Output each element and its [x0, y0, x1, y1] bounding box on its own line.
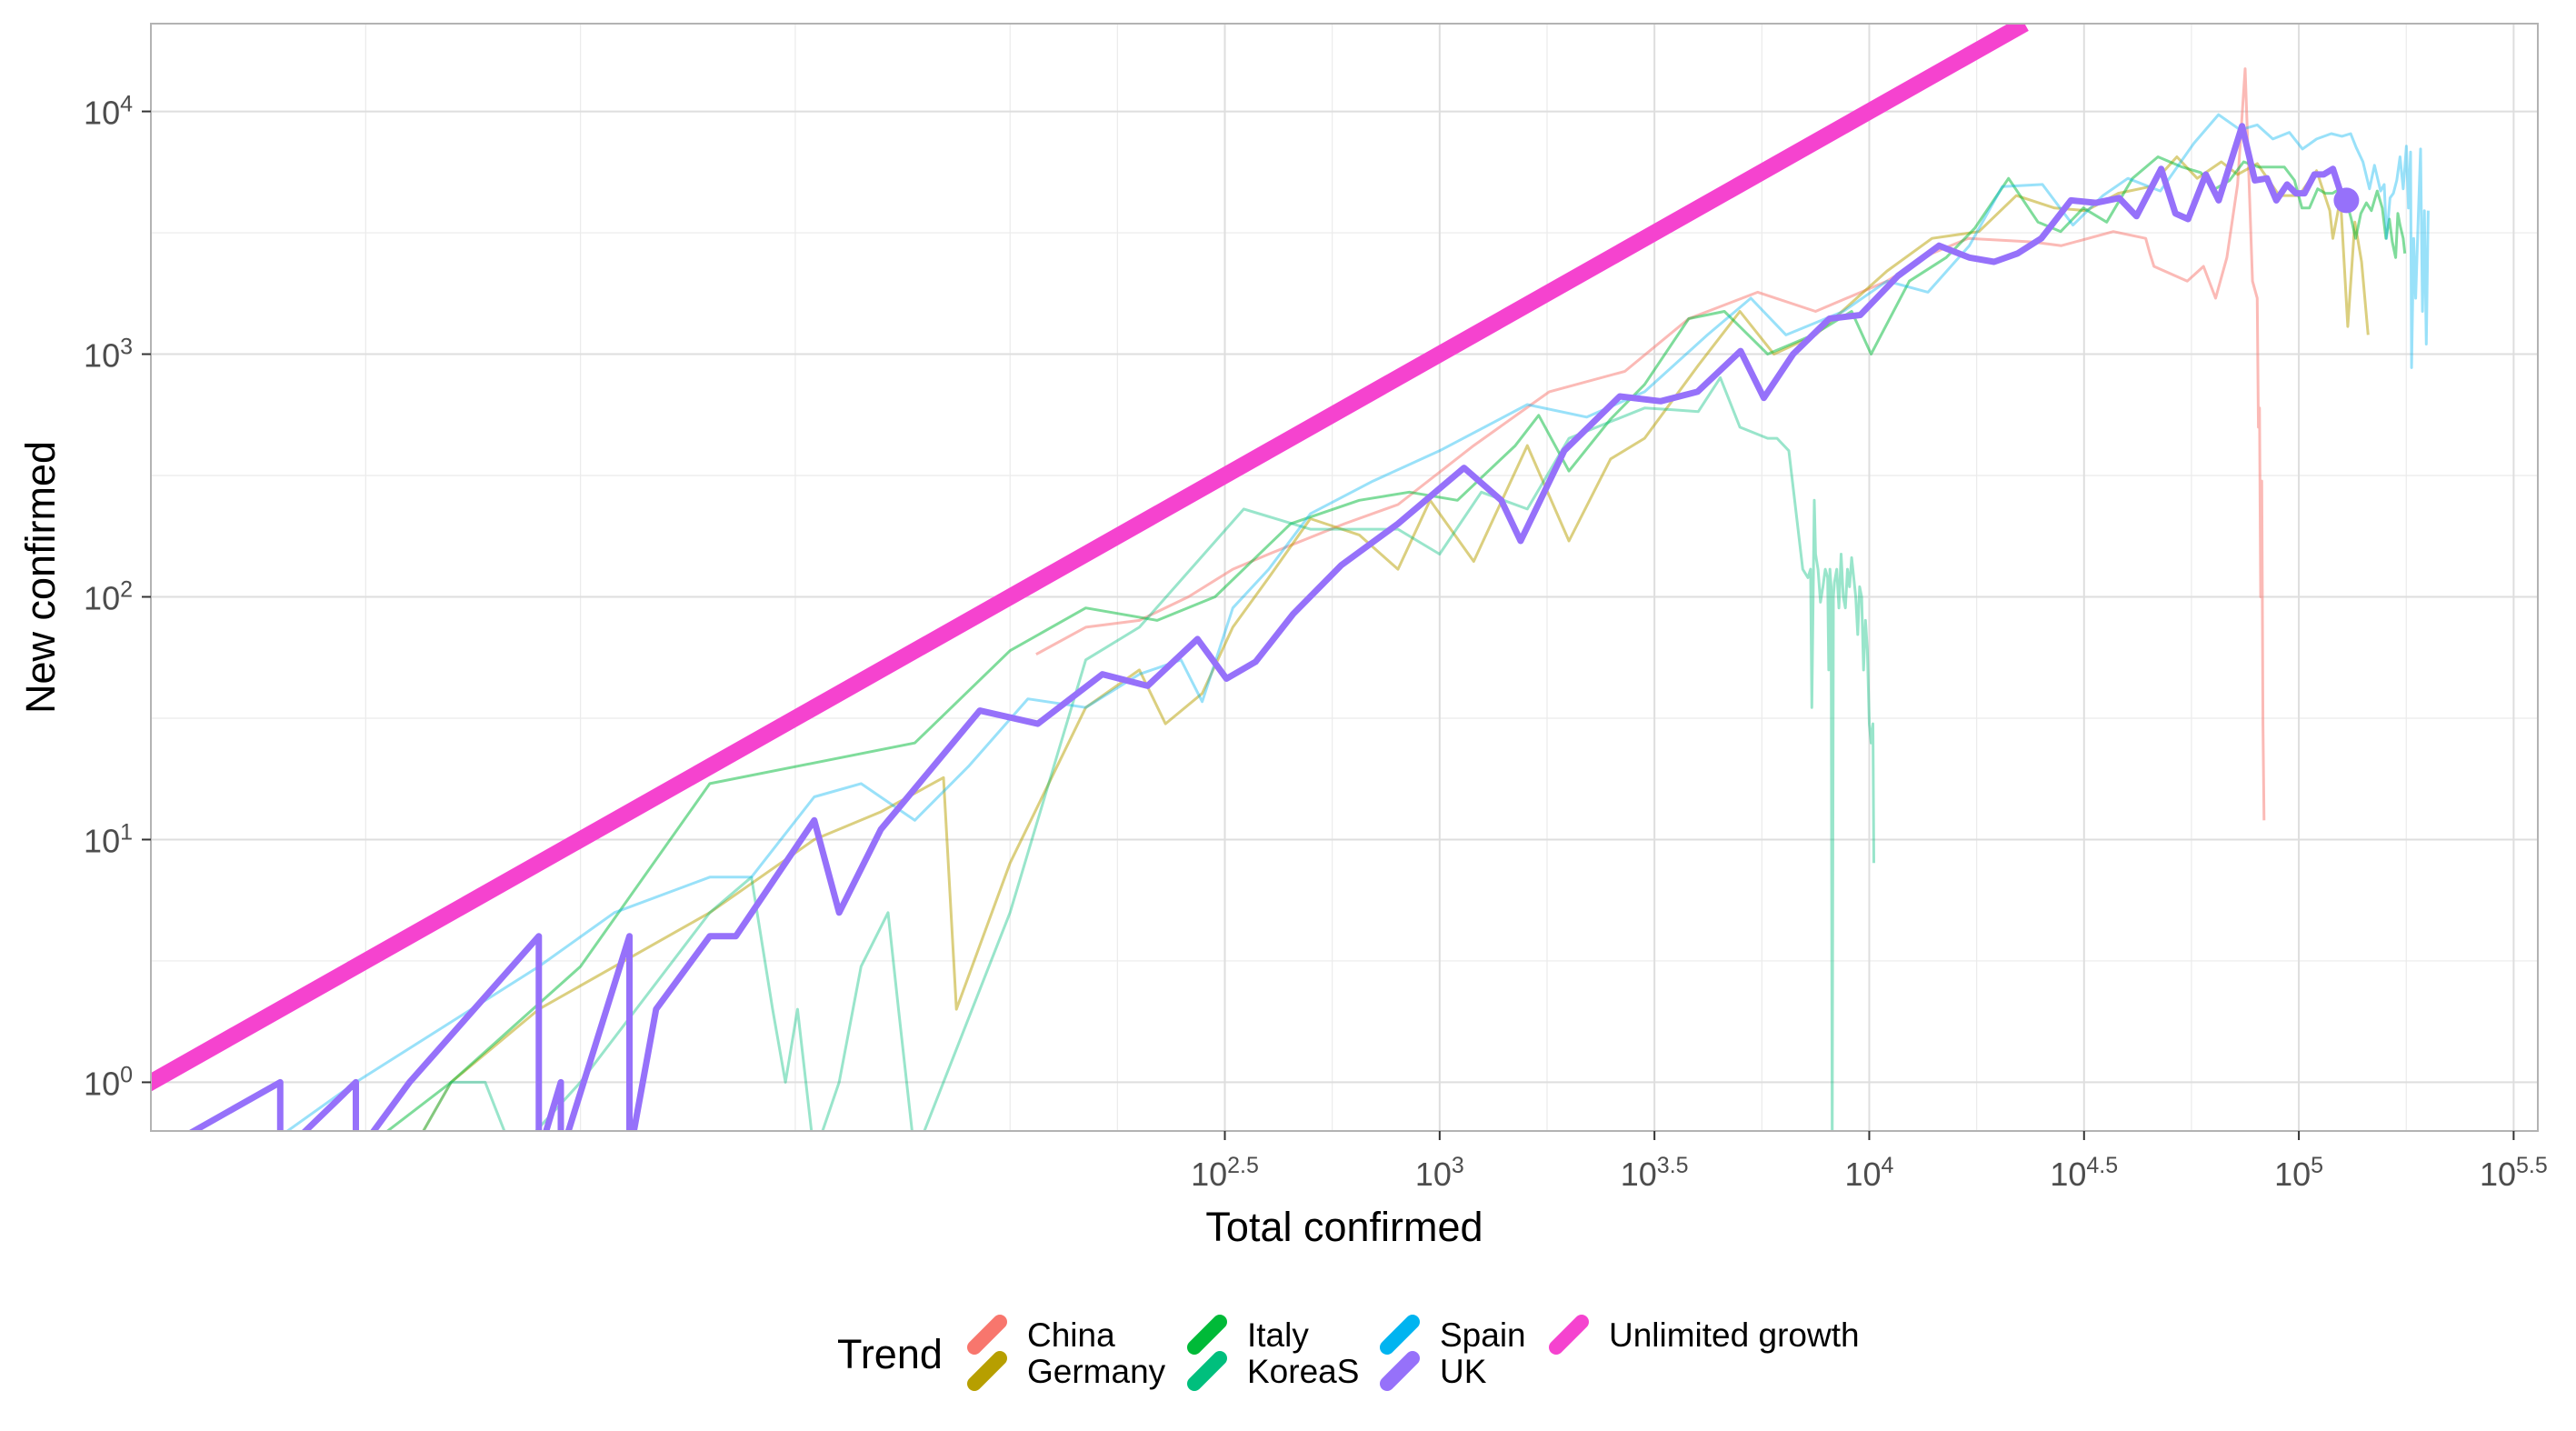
legend-label: China [1027, 1316, 1115, 1354]
legend-label: KoreaS [1247, 1353, 1359, 1390]
legend-item-italy: Italy [1187, 1315, 1309, 1355]
legend-item-uk: UK [1380, 1351, 1487, 1391]
series-line-uk [187, 123, 2350, 1131]
x-tick-label: 103.5 [1621, 1153, 1689, 1193]
x-tick-label: 104 [1844, 1153, 1893, 1193]
legend-label: Italy [1247, 1316, 1309, 1354]
x-tick-label: 102.5 [1191, 1153, 1259, 1193]
series-layer [151, 24, 2430, 1131]
series-line-spain [285, 113, 2430, 1131]
legend-key [1380, 1351, 1420, 1391]
legend-item-koreas: KoreaS [1187, 1351, 1359, 1391]
legend-key [1187, 1315, 1227, 1355]
legend-item-germany: Germany [967, 1351, 1166, 1391]
y-axis-title: New confirmed [17, 441, 64, 714]
legend-label: Spain [1440, 1316, 1526, 1354]
series-line-unlimited-growth [151, 24, 2029, 1092]
plot-border [150, 23, 2539, 1132]
y-tick-label: 101 [84, 819, 133, 859]
plot-background [151, 24, 2538, 1131]
x-tick-label: 105.5 [2480, 1153, 2548, 1193]
legend-key [967, 1351, 1007, 1391]
x-tick-label: 104.5 [2050, 1153, 2118, 1193]
series-line-germany [422, 155, 2370, 1131]
legend-item-unlimited-growth: Unlimited growth [1549, 1315, 1860, 1355]
legend-key [967, 1315, 1007, 1355]
series-end-point-uk [2333, 187, 2360, 214]
y-axis-ticks: 100 101 102 103 104 [84, 92, 151, 1102]
legend-key [1549, 1315, 1589, 1355]
x-axis-ticks: 102.5 103 103.5 104 104.5 105 105.5 [1191, 1131, 2548, 1193]
x-axis-title: Total confirmed [1205, 1204, 1483, 1250]
y-tick-label: 100 [84, 1062, 133, 1102]
grid-major [151, 24, 2538, 1131]
y-tick-label: 103 [84, 335, 133, 375]
legend-key [1380, 1315, 1420, 1355]
series-line-china [1035, 67, 2266, 821]
legend-title: Trend [837, 1331, 943, 1377]
legend-label: UK [1440, 1353, 1487, 1390]
series-line-koreas [422, 375, 1875, 1131]
legend-key [1187, 1351, 1227, 1391]
legend-label: Germany [1027, 1353, 1166, 1390]
x-tick-label: 105 [2274, 1153, 2323, 1193]
x-tick-label: 103 [1415, 1153, 1464, 1193]
legend-item-china: China [967, 1315, 1115, 1355]
legend-label: Unlimited growth [1609, 1316, 1860, 1354]
y-tick-label: 104 [84, 92, 133, 132]
legend-item-spain: Spain [1380, 1315, 1526, 1355]
series-line-italy [384, 155, 2407, 1131]
y-tick-label: 102 [84, 576, 133, 616]
